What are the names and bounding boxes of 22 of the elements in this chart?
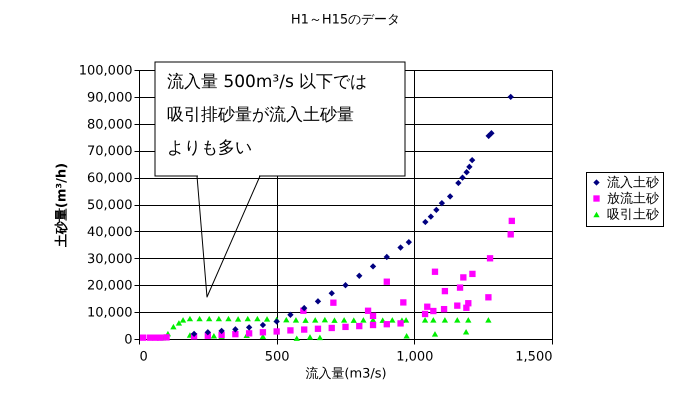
legend-label: 放流土砂 [607, 190, 659, 206]
y-tick-label: 90,000 [87, 90, 132, 106]
y-tick-label: 70,000 [87, 144, 132, 160]
y-tick-label: 50,000 [87, 198, 132, 213]
annotation: 流入量 500m³/s 以下では吸引排砂量が流入土砂量よりも多い [167, 72, 368, 158]
y-tick-label: 100,000 [78, 64, 132, 78]
legend-label: 流入土砂 [607, 174, 659, 190]
y-tick-label: 30,000 [87, 252, 132, 267]
x-tick-label: 1,000 [396, 350, 434, 364]
y-tick-label: 60,000 [87, 171, 132, 186]
chart-title: H1～H15のデータ [290, 12, 400, 28]
y-tick-label: 40,000 [87, 224, 132, 240]
legend-label: 吸引土砂 [607, 208, 659, 222]
y-tick-label: 80,000 [87, 117, 132, 132]
y-tick-label: 0 [124, 332, 132, 348]
x-tick-label: 0 [140, 350, 148, 364]
y-axis-title: 土砂量(m³/h) [54, 162, 70, 248]
x-axis-title: 流入量(m3/s) [305, 366, 387, 382]
x-tick-label: 500 [264, 350, 290, 364]
x-tick-label: 1,500 [515, 350, 552, 364]
y-tick-label: 20,000 [87, 278, 132, 294]
y-tick-label: 10,000 [87, 306, 132, 321]
